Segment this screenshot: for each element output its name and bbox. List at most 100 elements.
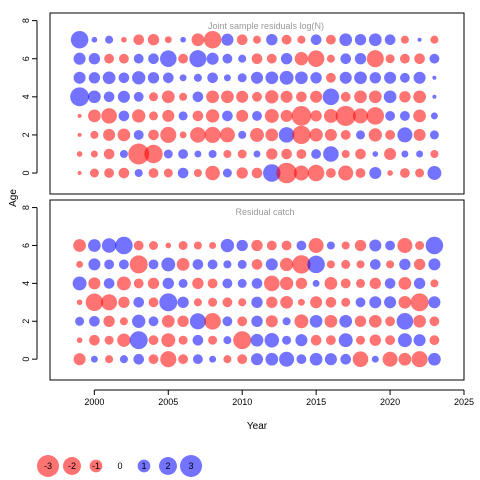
residual-bubble bbox=[398, 352, 412, 366]
residual-bubble bbox=[161, 90, 175, 104]
residual-bubble bbox=[385, 240, 396, 251]
residual-bubble bbox=[90, 150, 98, 158]
residual-bubble bbox=[85, 293, 104, 312]
residual-bubble bbox=[119, 355, 128, 364]
residual-bubble bbox=[264, 108, 279, 123]
residual-bubble bbox=[339, 314, 353, 328]
x-tick-label: 2010 bbox=[232, 397, 252, 407]
residual-bubble bbox=[295, 71, 308, 85]
residual-bubble bbox=[297, 298, 305, 306]
legend-label: -3 bbox=[44, 461, 52, 471]
residual-bubble bbox=[204, 313, 221, 330]
residual-bubble bbox=[149, 111, 158, 121]
residual-bubble bbox=[206, 90, 219, 104]
residual-bubble bbox=[264, 275, 280, 292]
residual-bubble bbox=[325, 34, 336, 45]
residual-bubble bbox=[164, 36, 172, 44]
residual-bubble bbox=[251, 296, 263, 308]
residual-bubble bbox=[335, 105, 356, 126]
residual-bubble bbox=[192, 110, 204, 122]
residual-bubble bbox=[384, 278, 396, 289]
residual-bubble bbox=[179, 92, 188, 101]
residual-bubble bbox=[133, 278, 144, 289]
residual-bubble bbox=[341, 297, 351, 307]
residual-bubble bbox=[119, 149, 128, 159]
residual-bubble bbox=[73, 353, 86, 366]
residual-bubble bbox=[104, 168, 115, 178]
residual-bubble bbox=[148, 259, 159, 270]
residual-bubble bbox=[118, 53, 129, 64]
residual-bubble bbox=[354, 315, 367, 327]
legend: -3 -2 -1 0 1 2 3 bbox=[37, 455, 202, 477]
residual-bubble bbox=[101, 238, 117, 253]
residual-bubble bbox=[73, 52, 86, 65]
residual-bubble bbox=[430, 112, 438, 120]
residual-bubble bbox=[102, 71, 116, 85]
residual-bubble bbox=[148, 53, 159, 65]
residual-bubble bbox=[193, 168, 202, 178]
residual-bubble bbox=[178, 53, 189, 64]
residual-bubble bbox=[220, 238, 235, 253]
residual-bubble bbox=[89, 168, 99, 178]
residual-bubble bbox=[236, 90, 249, 103]
residual-bubble bbox=[251, 53, 263, 65]
y-tick-label: 6 bbox=[21, 243, 31, 248]
residual-bubble bbox=[276, 162, 297, 184]
residual-bubble bbox=[208, 297, 218, 307]
residual-bubble bbox=[251, 167, 263, 179]
residual-bubble bbox=[340, 353, 352, 365]
residual-bubble bbox=[369, 277, 381, 290]
residual-bubble bbox=[162, 277, 174, 290]
residual-bubble bbox=[76, 299, 83, 306]
residual-bubble bbox=[177, 167, 189, 179]
y-tick-label: 8 bbox=[21, 18, 31, 23]
residual-bubble bbox=[265, 128, 279, 142]
residual-bubble bbox=[372, 151, 379, 157]
residual-bubble bbox=[296, 149, 307, 159]
residual-bubble bbox=[413, 258, 426, 271]
residual-bubble bbox=[238, 54, 247, 63]
residual-bubble bbox=[77, 132, 82, 137]
residual-bubble bbox=[103, 148, 115, 160]
x-tick-label: 2025 bbox=[454, 397, 474, 407]
residual-bubble bbox=[355, 168, 366, 178]
residual-bubble bbox=[116, 276, 131, 291]
residual-bubble bbox=[293, 165, 309, 181]
residual-bubble bbox=[429, 335, 440, 346]
residual-bubble bbox=[77, 113, 82, 118]
residual-bubble bbox=[384, 71, 397, 84]
residual-bubble bbox=[432, 75, 437, 80]
residual-bubble bbox=[410, 293, 429, 312]
residual-bubble bbox=[356, 335, 365, 345]
residual-bubble bbox=[281, 240, 292, 251]
y-tick-label: 4 bbox=[21, 94, 31, 99]
residual-bubble bbox=[354, 239, 367, 252]
residual-bubble bbox=[160, 126, 177, 143]
residual-bubble bbox=[352, 351, 369, 367]
residual-bubble bbox=[193, 241, 202, 250]
residual-bubble bbox=[101, 294, 118, 311]
residual-bubble bbox=[204, 126, 221, 143]
residual-bubble bbox=[385, 54, 395, 64]
residual-bubble bbox=[134, 168, 143, 178]
y-axis-title: Age bbox=[8, 189, 19, 207]
residual-bubble bbox=[399, 72, 410, 83]
residual-bubble bbox=[207, 278, 218, 289]
residual-bubble bbox=[292, 125, 311, 145]
y-axis: 0 2 4 6 8 bbox=[21, 18, 38, 176]
residual-bubble bbox=[280, 295, 293, 309]
y-tick-label: 6 bbox=[21, 56, 31, 61]
residual-bubble bbox=[101, 108, 117, 124]
residual-bubble bbox=[148, 129, 159, 141]
residual-bubble bbox=[119, 317, 128, 326]
residual-bubble bbox=[89, 334, 100, 346]
residual-bubble bbox=[397, 127, 413, 143]
residual-bubble bbox=[117, 128, 131, 142]
residual-bubble bbox=[265, 90, 279, 104]
residual-bubble bbox=[76, 337, 83, 344]
residual-bubble bbox=[325, 168, 336, 178]
residual-bubble bbox=[70, 87, 90, 107]
y-tick-label: 0 bbox=[21, 171, 31, 176]
legend-label: -2 bbox=[68, 461, 76, 471]
residual-bubble bbox=[397, 333, 412, 348]
